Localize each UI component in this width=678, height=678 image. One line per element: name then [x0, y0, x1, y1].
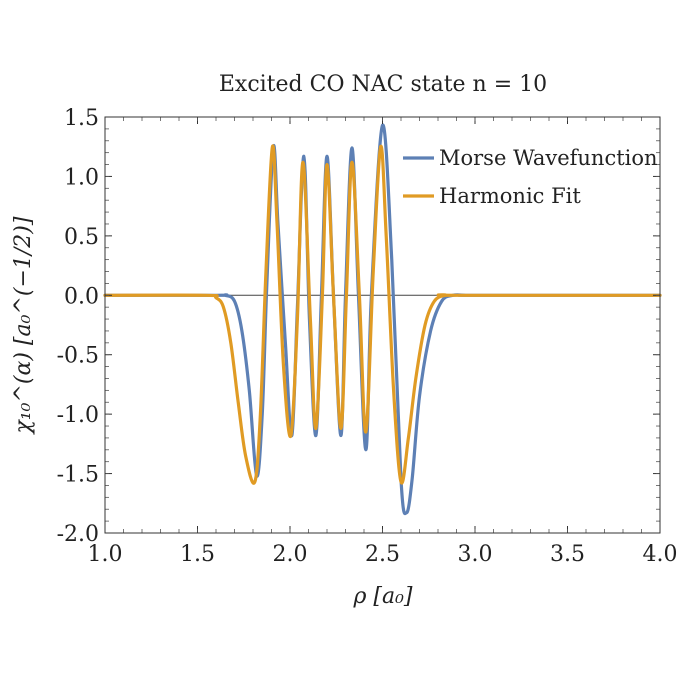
series-layer: [103, 123, 662, 516]
legend-label: Morse Wavefunction: [439, 146, 658, 170]
plot-frame: [104, 116, 661, 534]
x-tick-label: 2.0: [273, 542, 308, 567]
x-tick-label: 1.0: [88, 542, 123, 567]
y-tick-label: 1.0: [64, 165, 99, 190]
y-tick-label: -1.5: [57, 463, 99, 488]
y-tick-label: 0.0: [64, 284, 99, 309]
y-tick-label: -0.5: [57, 344, 99, 369]
x-axis-label: ρ [a₀]: [352, 584, 412, 609]
x-tick-label: 1.5: [180, 542, 215, 567]
x-tick-label: 2.5: [365, 542, 400, 567]
chart-title: Excited CO NAC state n = 10: [219, 72, 547, 97]
y-axis-label: χ₁₀^(α) [a₀^(−1/2)]: [11, 216, 36, 435]
legend-label: Harmonic Fit: [439, 184, 581, 208]
x-tick-label: 3.0: [458, 542, 493, 567]
legend: Morse Wavefunction Harmonic Fit: [403, 146, 658, 208]
y-tick-label: -1.0: [57, 403, 99, 428]
series-line-harmonic: [103, 144, 662, 485]
ticks-layer: 1.0 1.5 2.0 2.5 3.0 3.5 4.0 -2.0 -1.5 -1.0 -0.5 0.0…: [57, 106, 678, 567]
y-tick-label: -2.0: [57, 522, 99, 547]
y-tick-label: 0.5: [64, 225, 99, 250]
y-tick-label: 1.5: [64, 106, 99, 131]
x-tick-label: 3.5: [550, 542, 585, 567]
x-tick-label: 4.0: [643, 542, 678, 567]
